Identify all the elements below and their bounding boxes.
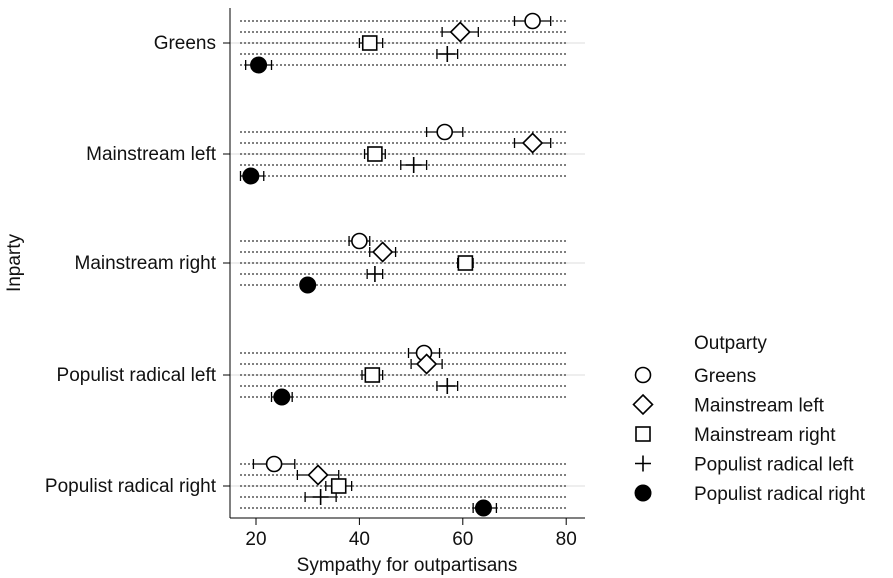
- y-tick-label: Mainstream left: [86, 144, 217, 165]
- legend: Outparty Greens Mainstream left Mainstream…: [632, 333, 866, 505]
- legend-label: Mainstream right: [694, 425, 836, 446]
- point-mainstream-right-greens: [351, 232, 368, 250]
- error-bars: [239, 16, 552, 513]
- legend-marker-populist-radical-right: [634, 484, 652, 502]
- point-mainstream-left-populist-radical-left: [405, 157, 422, 173]
- legend-label: Populist radical right: [694, 484, 866, 505]
- x-axis-title: Sympathy for outpartisans: [297, 555, 518, 576]
- point-populist-radical-left-mainstream-left: [415, 353, 438, 375]
- point-mainstream-right-populist-radical-left: [366, 266, 383, 282]
- legend-label: Mainstream left: [694, 396, 825, 417]
- point-populist-radical-left-mainstream-right: [364, 367, 381, 383]
- point-populist-radical-right-greens: [265, 455, 283, 473]
- point-populist-radical-left-populist-radical-right: [273, 388, 291, 406]
- point-mainstream-right-mainstream-right: [457, 255, 474, 271]
- legend-marker-mainstream-left: [632, 393, 654, 416]
- point-mainstream-right-mainstream-left: [372, 241, 394, 263]
- x-tick-label: 60: [452, 529, 473, 550]
- x-tick-label: 40: [349, 529, 370, 550]
- point-populist-radical-right-populist-radical-left: [312, 489, 329, 505]
- point-mainstream-left-greens: [436, 123, 454, 141]
- point-mainstream-left-mainstream-left: [521, 132, 544, 154]
- data-markers: [242, 12, 544, 517]
- y-tick-label: Populist radical left: [57, 365, 217, 386]
- point-mainstream-left-populist-radical-right: [242, 167, 260, 185]
- y-axis-title: Inparty: [4, 233, 25, 292]
- point-populist-radical-right-mainstream-right: [330, 478, 347, 494]
- y-tick-label: Greens: [154, 33, 216, 54]
- point-populist-radical-right-populist-radical-right: [474, 499, 492, 517]
- point-greens-mainstream-left: [449, 21, 471, 43]
- legend-label: Populist radical left: [694, 455, 854, 476]
- point-populist-radical-left-populist-radical-left: [439, 378, 456, 394]
- y-tick-label: Populist radical right: [45, 476, 217, 497]
- legend-label: Greens: [694, 366, 756, 387]
- gridlines: [230, 20, 585, 509]
- point-greens-populist-radical-left: [439, 46, 456, 62]
- point-greens-populist-radical-right: [250, 56, 268, 74]
- point-greens-mainstream-right: [361, 35, 378, 51]
- legend-title: Outparty: [694, 333, 767, 354]
- y-axis-ticks: Greens Mainstream left Mainstream right Pop…: [45, 33, 230, 497]
- x-tick-label: 20: [245, 529, 266, 550]
- point-greens-greens: [524, 12, 541, 30]
- x-axis-ticks: 20 40 60 80: [245, 518, 577, 550]
- point-mainstream-right-populist-radical-right: [299, 276, 317, 294]
- legend-marker-mainstream-right: [635, 426, 651, 442]
- x-tick-label: 80: [556, 529, 577, 550]
- point-mainstream-left-mainstream-right: [367, 146, 383, 162]
- legend-marker-greens: [634, 366, 652, 384]
- point-populist-radical-right-mainstream-left: [307, 464, 329, 486]
- legend-marker-populist-radical-left: [635, 455, 651, 472]
- y-tick-label: Mainstream right: [75, 253, 217, 274]
